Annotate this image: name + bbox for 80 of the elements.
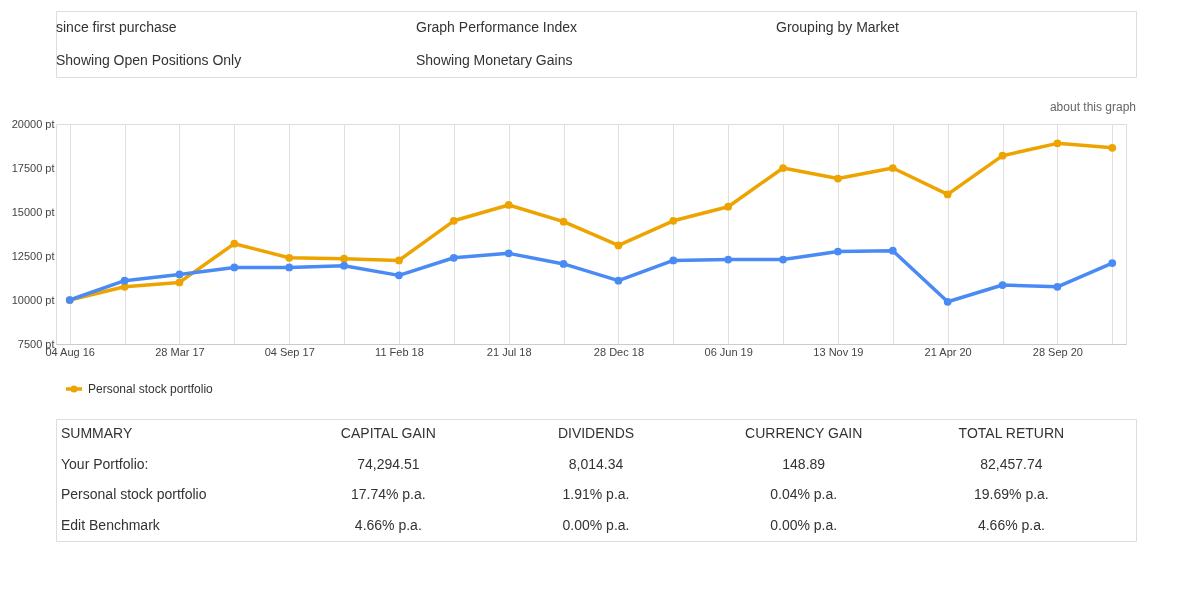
point	[614, 276, 623, 285]
point	[998, 151, 1007, 160]
x-tick-label: 28 Mar 17	[155, 345, 205, 358]
point	[340, 261, 348, 270]
point	[834, 174, 842, 183]
y-tick-label: 7500 pt	[17, 337, 55, 350]
text: CAPITAL GAIN	[340, 425, 436, 442]
point	[669, 216, 678, 225]
point	[1053, 282, 1062, 291]
x-tick-label: 21 Jul 18	[486, 345, 532, 358]
point	[888, 164, 897, 172]
point	[943, 297, 952, 306]
point	[120, 282, 129, 291]
text: Graph Performance Index	[416, 18, 578, 35]
text: 0.00% p.a.	[562, 516, 630, 533]
text: 8,014.34	[568, 455, 624, 472]
y-tick-label: 20000 pt	[11, 117, 55, 130]
text: SUMMARY	[61, 425, 133, 442]
text: 17.74% p.a.	[350, 486, 426, 503]
y-tick-label: 12500 pt	[11, 249, 55, 262]
x-tick-label: 11 Feb 18	[375, 345, 424, 358]
point	[724, 202, 733, 211]
text: Personal stock portfolio	[61, 486, 207, 503]
point	[1108, 143, 1117, 152]
text: 19.69% p.a.	[974, 486, 1049, 503]
point	[1108, 259, 1117, 267]
point	[504, 249, 513, 258]
point	[998, 281, 1007, 289]
text: Your Portfolio:	[61, 455, 149, 472]
point	[504, 201, 513, 209]
text: 4.66% p.a.	[977, 516, 1045, 533]
point	[395, 256, 403, 265]
x-tick-label: 28 Sep 20	[1032, 345, 1083, 358]
text: Edit Benchmark	[61, 516, 161, 533]
point	[449, 216, 458, 225]
text: 0.00% p.a.	[770, 516, 838, 533]
point	[614, 241, 623, 250]
text: Showing Open Positions Only	[56, 51, 242, 68]
point	[834, 247, 842, 256]
text: 4.66% p.a.	[354, 516, 422, 533]
text: Showing Monetary Gains	[416, 51, 573, 68]
x-tick-label: 06 Jun 19	[704, 345, 753, 358]
point	[559, 260, 568, 268]
point	[340, 254, 348, 263]
text: Grouping by Market	[776, 18, 900, 35]
point	[285, 253, 294, 262]
y-tick-label: 17500 pt	[11, 161, 55, 174]
x-tick-label: 28 Dec 18	[593, 345, 645, 358]
x-tick-label: 21 Apr 20	[924, 345, 972, 358]
point	[285, 263, 294, 272]
point	[230, 263, 239, 272]
text: CURRENCY GAIN	[745, 425, 863, 442]
y-tick-label: 15000 pt	[11, 205, 55, 218]
text: 82,457.74	[980, 455, 1043, 472]
point	[449, 253, 458, 262]
point	[1053, 139, 1062, 148]
point	[559, 217, 568, 226]
point	[779, 255, 787, 264]
point	[395, 271, 403, 280]
point	[724, 255, 733, 264]
text: 0.04% p.a.	[770, 486, 838, 503]
point	[120, 276, 129, 285]
point	[943, 190, 952, 199]
point	[230, 239, 239, 248]
text: about this graph	[1049, 100, 1136, 114]
point	[175, 270, 184, 279]
text: since first purchase	[56, 18, 177, 35]
x-tick-label: 04 Sep 17	[264, 345, 315, 358]
legend-label: Personal stock portfolio	[88, 382, 214, 396]
y-tick-label: 10000 pt	[11, 293, 55, 306]
point	[175, 278, 184, 287]
text: 74,294.51	[357, 455, 420, 472]
point	[888, 246, 897, 255]
x-tick-label: 13 Nov 19	[813, 345, 864, 358]
point	[779, 164, 787, 172]
point	[669, 256, 678, 265]
text: TOTAL RETURN	[958, 425, 1065, 442]
text: 148.89	[782, 455, 826, 472]
text: DIVIDENDS	[557, 425, 635, 442]
text: 1.91% p.a.	[562, 486, 630, 503]
